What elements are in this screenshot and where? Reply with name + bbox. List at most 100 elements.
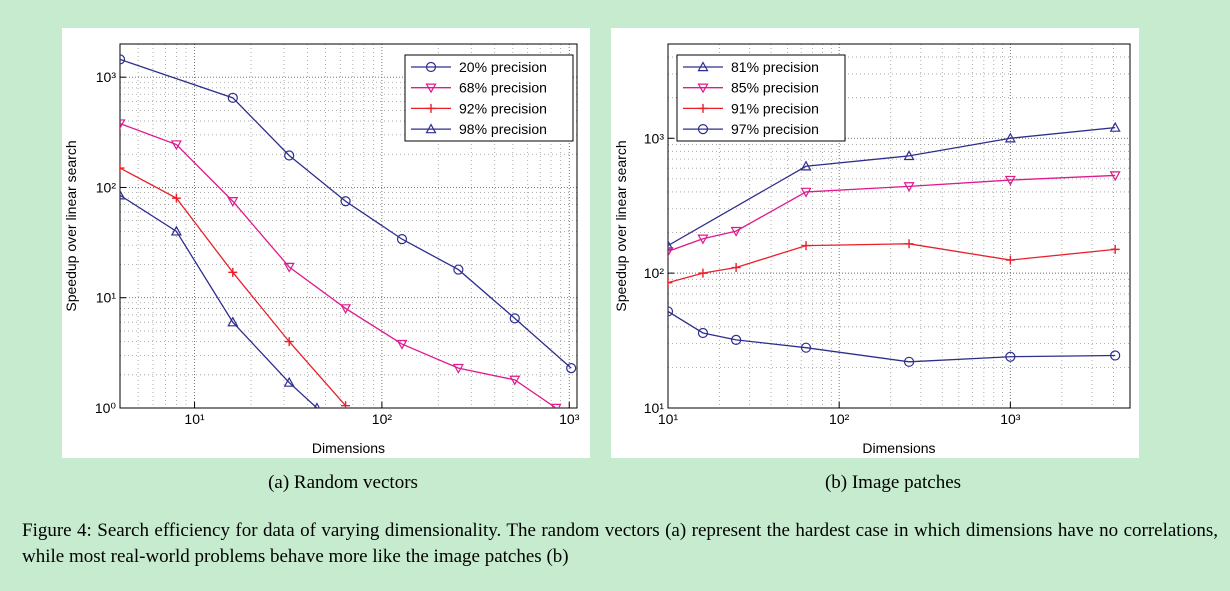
series — [668, 121, 1121, 250]
legend — [676, 54, 846, 142]
marker — [697, 234, 709, 245]
marker — [227, 316, 239, 327]
marker — [509, 375, 521, 386]
x-tick-label: 10³ — [1000, 411, 1021, 427]
series — [120, 119, 562, 408]
marker — [284, 337, 294, 347]
marker — [453, 264, 464, 275]
y-tick-label: 10¹ — [96, 290, 117, 306]
x-tick-label: 10² — [829, 411, 850, 427]
marker — [698, 268, 708, 278]
x-axis-label: Dimensions — [862, 440, 935, 456]
legend-label: 97% precision — [731, 121, 819, 137]
plot-frame — [667, 43, 1131, 409]
marker — [120, 189, 126, 200]
marker — [903, 356, 915, 367]
marker — [698, 103, 708, 113]
marker — [566, 363, 577, 374]
figure-caption: Figure 4: Search efficiency for data of … — [22, 520, 1218, 567]
marker — [697, 124, 709, 135]
marker — [425, 123, 437, 134]
marker — [1110, 244, 1120, 254]
marker — [120, 54, 126, 65]
marker — [800, 187, 812, 198]
line — [668, 310, 1116, 363]
marker — [668, 278, 673, 288]
y-tick-label: 10³ — [96, 69, 117, 85]
line — [120, 194, 318, 408]
caption: (b) Image patches — [825, 472, 961, 493]
marker — [668, 247, 674, 258]
marker — [1110, 350, 1121, 361]
marker — [120, 163, 125, 173]
marker — [340, 304, 352, 315]
marker — [668, 239, 674, 250]
legend-label: 20% precision — [459, 59, 547, 75]
legend — [404, 54, 574, 142]
x-axis-label: Dimensions — [312, 440, 385, 456]
marker — [170, 140, 182, 151]
marker — [284, 150, 295, 161]
marker — [228, 267, 238, 277]
line — [668, 126, 1116, 247]
marker — [731, 334, 742, 345]
marker — [801, 241, 811, 251]
y-tick-label: 10¹ — [644, 400, 665, 416]
marker — [668, 306, 674, 317]
marker — [800, 160, 812, 171]
x-tick-label: 10³ — [559, 411, 580, 427]
marker — [341, 401, 351, 408]
marker — [313, 402, 321, 408]
y-axis-label: Speedup over linear search — [63, 140, 79, 311]
legend-label: 91% precision — [731, 100, 819, 116]
marker — [903, 150, 915, 161]
marker — [550, 403, 562, 408]
marker — [697, 61, 709, 72]
marker — [1109, 121, 1121, 132]
series — [120, 163, 351, 408]
marker — [425, 61, 437, 73]
marker — [1005, 255, 1015, 265]
series — [120, 54, 577, 374]
marker — [227, 92, 238, 103]
legend-label: 98% precision — [459, 121, 547, 137]
y-tick-label: 10⁰ — [95, 400, 117, 416]
marker — [903, 182, 915, 193]
legend-label: 68% precision — [459, 80, 547, 96]
marker — [697, 83, 709, 94]
caption: (a) Random vectors — [268, 472, 418, 493]
marker — [731, 263, 741, 273]
marker — [426, 103, 436, 113]
legend-label: 92% precision — [459, 100, 547, 116]
legend-label: 81% precision — [731, 59, 819, 75]
marker — [283, 262, 295, 273]
marker — [1005, 351, 1016, 362]
y-tick-label: 10² — [96, 179, 117, 195]
x-tick-label: 10² — [372, 411, 393, 427]
marker — [120, 119, 126, 130]
marker — [697, 327, 709, 339]
marker — [1004, 175, 1016, 186]
plot-frame — [119, 43, 578, 409]
marker — [340, 196, 351, 207]
marker — [171, 193, 181, 203]
y-axis-label: Speedup over linear search — [613, 140, 629, 311]
line — [668, 174, 1116, 252]
y-tick-label: 10³ — [644, 130, 665, 146]
series — [120, 189, 321, 408]
marker — [425, 83, 437, 94]
marker — [730, 226, 742, 237]
marker — [1109, 171, 1121, 182]
marker — [452, 363, 464, 374]
marker — [283, 376, 295, 387]
y-tick-label: 10² — [644, 265, 665, 281]
marker — [396, 339, 408, 350]
series — [668, 171, 1121, 258]
legend-label: 85% precision — [731, 80, 819, 96]
marker — [1004, 132, 1016, 143]
x-tick-label: 10¹ — [184, 411, 205, 427]
marker — [170, 225, 182, 236]
series — [668, 239, 1120, 288]
